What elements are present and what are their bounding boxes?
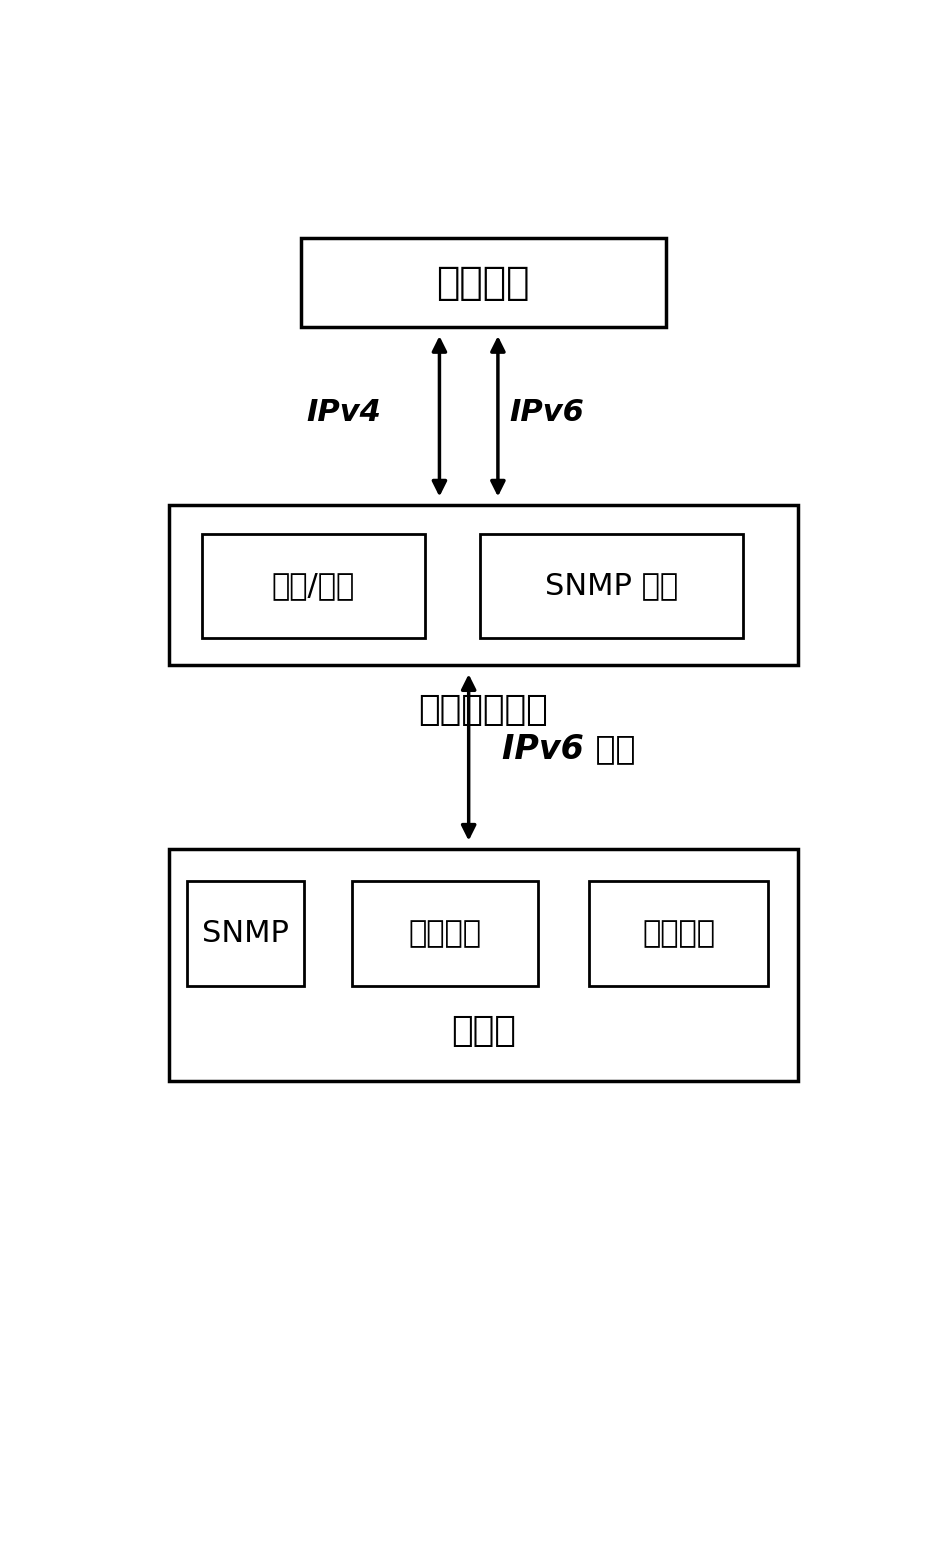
Text: 本系统: 本系统 [451, 1014, 516, 1048]
Text: IPv6: IPv6 [509, 398, 584, 427]
Text: 终端设备: 终端设备 [437, 264, 530, 302]
Bar [589, 881, 769, 986]
Bar [480, 533, 743, 638]
Text: IPv6 隧道: IPv6 隧道 [502, 732, 635, 764]
Bar [169, 505, 798, 666]
Text: 限速控制: 限速控制 [408, 918, 482, 948]
Bar [169, 849, 798, 1080]
Text: SNMP 代理: SNMP 代理 [545, 572, 678, 601]
Bar [301, 239, 666, 327]
Text: SNMP: SNMP [203, 918, 290, 948]
Text: 接入网关设备: 接入网关设备 [419, 693, 548, 727]
Bar [202, 533, 425, 638]
Text: 业务模块: 业务模块 [642, 918, 716, 948]
Text: IPv4: IPv4 [306, 398, 381, 427]
Bar [188, 881, 305, 986]
Text: 路由/交换: 路由/交换 [272, 572, 355, 601]
Bar [352, 881, 538, 986]
